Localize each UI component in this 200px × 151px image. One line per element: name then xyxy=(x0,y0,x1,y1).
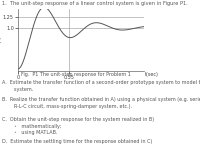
Text: 1.  The unit-step response of a linear control system is given in Figure P1.: 1. The unit-step response of a linear co… xyxy=(2,1,188,6)
Text: C.  Obtain the unit-step response for the system realized in B)
        ◦   math: C. Obtain the unit-step response for the… xyxy=(2,117,154,135)
Text: Fig.  P1 The unit-step response for Problem 1: Fig. P1 The unit-step response for Probl… xyxy=(21,72,131,77)
Text: t(sec): t(sec) xyxy=(145,72,159,77)
Y-axis label: f(t): f(t) xyxy=(0,36,2,44)
Text: A.  Estimate the transfer function of a second-order prototype system to model t: A. Estimate the transfer function of a s… xyxy=(2,80,200,92)
Text: B.  Realize the transfer function obtained in A) using a physical system (e.g. s: B. Realize the transfer function obtaine… xyxy=(2,97,200,109)
Text: D.  Estimate the settling time for the response obtained in C): D. Estimate the settling time for the re… xyxy=(2,139,152,144)
